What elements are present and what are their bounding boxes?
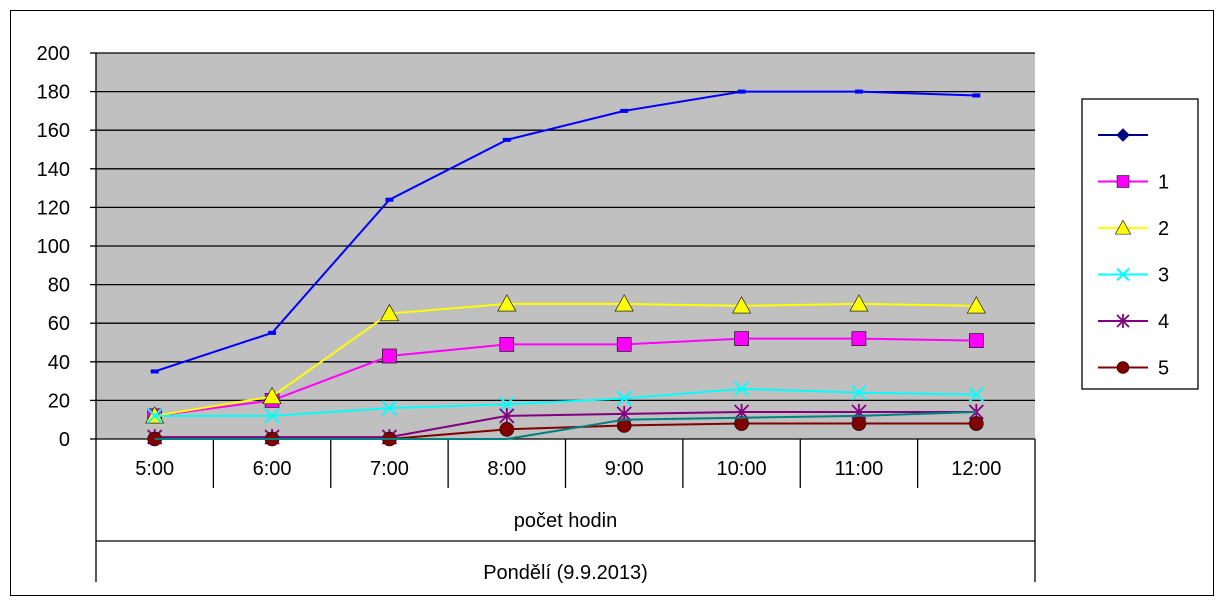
series-line — [154, 410, 977, 439]
square-marker — [851, 331, 867, 346]
legend-label: 4 — [1158, 311, 1169, 333]
legend-label: 2 — [1158, 218, 1169, 240]
y-tick-label: 80 — [48, 275, 70, 297]
legend-item: 3 — [1098, 265, 1169, 287]
x-tick-label: 7:00 — [370, 458, 409, 480]
group-label: Pondělí (9.9.2013) — [483, 562, 648, 584]
x-marker — [616, 390, 632, 407]
series-line — [154, 302, 977, 417]
dash-marker — [502, 137, 511, 142]
y-tick-label: 60 — [48, 313, 70, 335]
series-line — [154, 387, 977, 417]
square-marker — [1116, 175, 1130, 188]
triangle-marker — [497, 294, 517, 312]
circle-marker — [734, 416, 749, 431]
square-marker — [969, 333, 984, 348]
x-tick-label: 5:00 — [135, 458, 174, 480]
square-marker — [499, 337, 515, 352]
triangle-marker — [614, 294, 634, 312]
star-marker — [1116, 314, 1130, 328]
diamond-marker — [1116, 128, 1130, 142]
triangle-marker — [379, 303, 399, 322]
y-tick-label: 140 — [37, 159, 70, 181]
legend-label: 5 — [1158, 358, 1169, 380]
y-tick-label: 100 — [37, 236, 70, 258]
y-tick-label: 20 — [48, 390, 70, 412]
x-tick-label: 8:00 — [487, 458, 526, 480]
dash-marker — [268, 330, 277, 335]
y-tick-label: 200 — [37, 43, 70, 65]
series-unnamed-6 — [154, 410, 977, 440]
x-marker — [381, 400, 398, 416]
y-tick-label: 0 — [59, 429, 70, 451]
legend — [1081, 98, 1199, 390]
triangle-marker — [732, 296, 752, 314]
x-marker — [968, 386, 985, 403]
y-tick-label: 180 — [37, 82, 70, 104]
x-tick-label: 9:00 — [605, 458, 644, 480]
dash-marker — [854, 89, 863, 94]
dash-marker — [972, 93, 981, 98]
circle-marker — [1116, 361, 1130, 374]
legend-item: 2 — [1098, 218, 1169, 240]
legend-item: 4 — [1098, 311, 1169, 333]
x-tick-label: 10:00 — [717, 458, 767, 480]
y-tick-label: 160 — [37, 120, 70, 142]
x-marker — [146, 408, 163, 424]
legend-item: 1 — [1098, 172, 1169, 194]
x-marker — [1116, 267, 1130, 282]
series-unnamed-0 — [150, 89, 981, 374]
square-marker — [734, 331, 749, 346]
x-tick-label: 11:00 — [835, 458, 884, 480]
triangle-marker — [849, 294, 869, 312]
star-marker — [499, 407, 515, 424]
triangle-marker — [262, 386, 282, 405]
x-axis-title: počet hodin — [514, 510, 617, 532]
y-tick-label: 40 — [48, 352, 70, 374]
triangle-marker — [966, 296, 986, 314]
series-line — [154, 90, 977, 373]
legend-item: 5 — [1098, 358, 1169, 380]
dash-marker — [737, 89, 746, 94]
series-3 — [146, 381, 985, 424]
legend-label: 3 — [1158, 265, 1169, 287]
series-line — [154, 337, 977, 417]
circle-marker — [616, 418, 632, 433]
circle-marker — [499, 422, 515, 437]
x-marker — [851, 384, 867, 401]
square-marker — [382, 348, 397, 364]
x-marker — [733, 381, 750, 397]
circle-marker — [969, 416, 984, 431]
square-marker — [616, 337, 632, 352]
legend-label: 1 — [1158, 172, 1169, 194]
y-tick-label: 120 — [37, 197, 70, 219]
x-tick-label: 6:00 — [253, 458, 292, 480]
dash-marker — [385, 197, 394, 202]
circle-marker — [851, 416, 867, 431]
legend-item — [1098, 128, 1148, 142]
dash-marker — [150, 369, 159, 374]
dash-marker — [620, 108, 629, 113]
triangle-marker — [1114, 219, 1132, 235]
series-line — [154, 410, 977, 440]
x-tick-label: 12:00 — [951, 458, 1001, 480]
x-marker — [499, 396, 515, 412]
x-marker — [264, 408, 280, 424]
